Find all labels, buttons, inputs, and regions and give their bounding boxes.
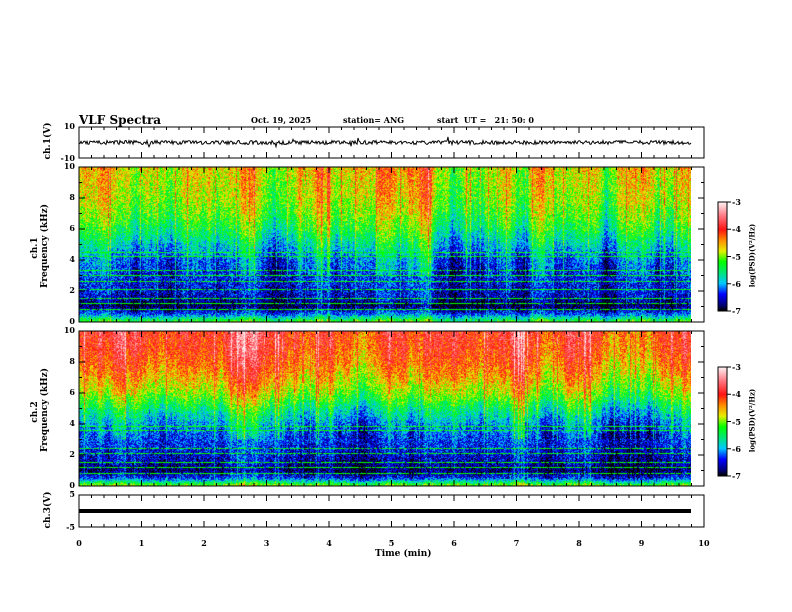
y-tick-label: 8 [69,192,75,202]
y-tick-label: 10 [63,325,75,335]
x-tick-label: 0 [76,538,82,548]
ch3-waveform-ylabel: ch.3(V) [43,491,53,529]
ch1-freq-label: Frequency (kHz) [40,203,50,288]
x-tick-label: 8 [576,538,582,548]
y-tick-label: 6 [69,223,75,233]
x-tick-label: 5 [388,538,395,548]
ch1-label: ch.1 [30,237,40,259]
y-tick-label: 5 [69,489,75,499]
colorbar-tick-label: -6 [732,278,741,289]
figure-title: VLF Spectra [79,113,162,127]
ch2-spectrogram [79,331,691,486]
y-tick-label: 10 [63,161,75,171]
y-tick-label: 6 [69,387,75,397]
ch2-label: ch.2 [30,401,40,423]
x-tick-label: 1 [138,538,145,548]
x-tick-label: 3 [263,538,270,548]
ch1-waveform-ylabel: ch.1(V) [43,122,53,160]
y-tick-label: 0 [69,480,75,490]
ch1-colorbar-label: log(PSD)(V²/Hz) [747,223,757,288]
y-tick-label: 10 [63,121,75,131]
y-tick-label: 0 [69,316,75,326]
ch1-colorbar [718,202,727,311]
y-tick-label: 8 [69,356,75,366]
colorbar-tick-label: -5 [732,416,741,427]
ch1-spectrogram-ylabel: ch.1 Frequency (kHz) [30,203,50,288]
station-label: station= ANG [343,115,405,125]
colorbar-tick-label: -3 [732,197,741,207]
colorbar-tick-label: -3 [732,362,741,372]
panel-frame [78,330,705,487]
x-tick-label: 9 [638,538,645,548]
colorbar-tick-label: -4 [732,389,741,400]
date-label: Oct. 19, 2025 [251,115,312,125]
panel-frame [78,166,705,323]
x-tick-label: 4 [326,538,332,548]
colorbar-tick-label: -7 [732,471,741,481]
ch2-colorbar-label: log(PSD)(V²/Hz) [747,388,757,453]
y-tick-label: 2 [69,285,75,295]
ch2-colorbar-frame [717,366,728,477]
ch1-waveform-trace [78,136,692,149]
x-tick-label: 2 [201,538,207,548]
colorbar-tick-label: -6 [732,443,741,454]
y-tick-label: -5 [66,522,75,532]
y-tick-label: -10 [60,153,75,163]
x-axis-label: Time (min) [375,549,432,559]
x-tick-label: 6 [451,538,457,548]
x-tick-label: 10 [698,538,710,548]
ch2-colorbar [718,367,727,476]
start-time-label: start UT = 21: 50: 0 [437,115,534,125]
ch2-freq-label: Frequency (kHz) [40,367,50,452]
y-tick-label: 4 [69,254,75,264]
colorbar-tick-label: -7 [732,306,741,316]
y-tick-label: 2 [69,449,75,459]
ch1-spectrogram [79,167,691,322]
ch1-colorbar-frame [717,201,728,312]
y-tick-label: 4 [69,418,75,428]
colorbar-tick-label: -5 [732,251,741,262]
ch2-spectrogram-ylabel: ch.2 Frequency (kHz) [30,367,50,452]
colorbar-tick-label: -4 [732,224,741,235]
x-tick-label: 7 [513,538,520,548]
